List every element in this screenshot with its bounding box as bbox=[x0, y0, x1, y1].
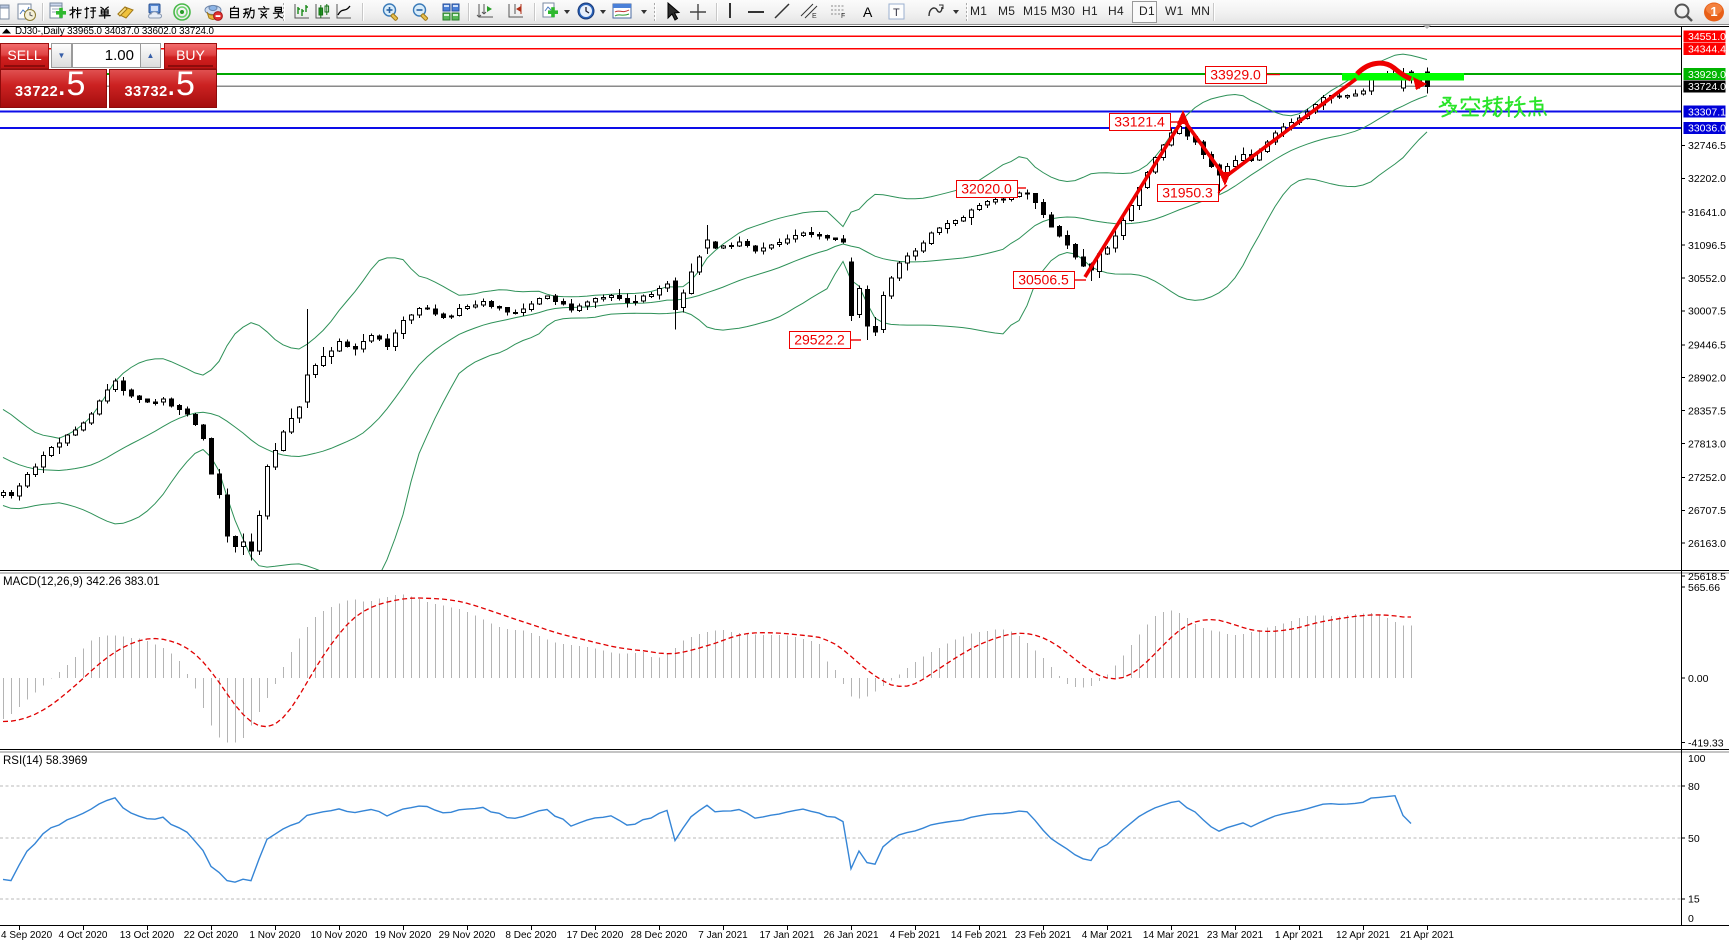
svg-text:T: T bbox=[893, 7, 900, 19]
svg-text:1: 1 bbox=[1710, 4, 1717, 19]
svg-text:31950.3: 31950.3 bbox=[1162, 185, 1213, 201]
svg-text:0.00: 0.00 bbox=[1688, 673, 1709, 685]
svg-text:34551.0: 34551.0 bbox=[1688, 31, 1726, 43]
svg-text:29 Nov 2020: 29 Nov 2020 bbox=[439, 930, 496, 941]
svg-text:565.66: 565.66 bbox=[1688, 582, 1720, 594]
svg-text:29446.5: 29446.5 bbox=[1688, 340, 1726, 352]
svg-text:4 Feb 2021: 4 Feb 2021 bbox=[890, 930, 941, 941]
svg-text:32746.5: 32746.5 bbox=[1688, 140, 1726, 152]
svg-text:1 Apr 2021: 1 Apr 2021 bbox=[1275, 930, 1324, 941]
svg-text:26707.5: 26707.5 bbox=[1688, 505, 1726, 517]
svg-text:33724.0: 33724.0 bbox=[1688, 81, 1726, 93]
svg-text:17 Jan 2021: 17 Jan 2021 bbox=[759, 930, 814, 941]
svg-text:E: E bbox=[812, 13, 817, 19]
svg-text:28 Dec 2020: 28 Dec 2020 bbox=[631, 930, 688, 941]
svg-text:32020.0: 32020.0 bbox=[961, 181, 1012, 197]
svg-text:100: 100 bbox=[1688, 753, 1706, 765]
svg-text:0: 0 bbox=[1688, 913, 1694, 925]
svg-text:10 Nov 2020: 10 Nov 2020 bbox=[311, 930, 368, 941]
svg-text:33307.1: 33307.1 bbox=[1688, 106, 1726, 118]
svg-text:27813.0: 27813.0 bbox=[1688, 438, 1726, 450]
svg-text:4 Sep 2020: 4 Sep 2020 bbox=[1, 930, 53, 941]
svg-text:50: 50 bbox=[1688, 833, 1700, 845]
svg-text:31641.0: 31641.0 bbox=[1688, 207, 1726, 219]
svg-text:26163.0: 26163.0 bbox=[1688, 538, 1726, 550]
svg-text:30552.0: 30552.0 bbox=[1688, 273, 1726, 285]
svg-text:33929.0: 33929.0 bbox=[1210, 67, 1261, 83]
svg-text:14 Mar 2021: 14 Mar 2021 bbox=[1143, 930, 1200, 941]
svg-text:MACD(12,26,9) 342.26 383.01: MACD(12,26,9) 342.26 383.01 bbox=[3, 576, 160, 588]
svg-text:13 Oct 2020: 13 Oct 2020 bbox=[120, 930, 175, 941]
svg-text:7 Jan 2021: 7 Jan 2021 bbox=[698, 930, 748, 941]
svg-text:33929.0: 33929.0 bbox=[1688, 69, 1726, 81]
svg-text:32202.0: 32202.0 bbox=[1688, 173, 1726, 185]
svg-text:23 Feb 2021: 23 Feb 2021 bbox=[1015, 930, 1072, 941]
svg-text:17 Dec 2020: 17 Dec 2020 bbox=[567, 930, 624, 941]
svg-text:27252.0: 27252.0 bbox=[1688, 472, 1726, 484]
svg-text:25618.5: 25618.5 bbox=[1688, 571, 1726, 583]
svg-text:28357.5: 28357.5 bbox=[1688, 405, 1726, 417]
svg-text:21 Apr 2021: 21 Apr 2021 bbox=[1400, 930, 1454, 941]
svg-text:19 Nov 2020: 19 Nov 2020 bbox=[375, 930, 432, 941]
svg-text:30506.5: 30506.5 bbox=[1018, 272, 1069, 288]
svg-text:15: 15 bbox=[1688, 894, 1700, 906]
svg-text:33036.0: 33036.0 bbox=[1688, 123, 1726, 135]
svg-text:DJ30-,Daily 33965.0 34037.0 3: DJ30-,Daily 33965.0 34037.0 33602.0 3372… bbox=[15, 26, 215, 37]
svg-text:12 Apr 2021: 12 Apr 2021 bbox=[1336, 930, 1390, 941]
svg-text:-419.33: -419.33 bbox=[1688, 737, 1724, 749]
svg-text:31096.5: 31096.5 bbox=[1688, 240, 1726, 252]
svg-text:8 Dec 2020: 8 Dec 2020 bbox=[505, 930, 557, 941]
svg-text:33121.4: 33121.4 bbox=[1114, 114, 1165, 130]
svg-text:34344.4: 34344.4 bbox=[1688, 44, 1726, 56]
svg-text:23 Mar 2021: 23 Mar 2021 bbox=[1207, 930, 1264, 941]
svg-text:28902.0: 28902.0 bbox=[1688, 373, 1726, 385]
svg-text:1 Nov 2020: 1 Nov 2020 bbox=[249, 930, 301, 941]
svg-text:29522.2: 29522.2 bbox=[794, 332, 845, 348]
svg-text:RSI(14) 58.3969: RSI(14) 58.3969 bbox=[3, 755, 87, 767]
svg-text:14 Feb 2021: 14 Feb 2021 bbox=[951, 930, 1008, 941]
svg-text:30007.5: 30007.5 bbox=[1688, 306, 1726, 318]
svg-text:80: 80 bbox=[1688, 781, 1700, 793]
svg-text:26 Jan 2021: 26 Jan 2021 bbox=[823, 930, 878, 941]
svg-text:22 Oct 2020: 22 Oct 2020 bbox=[184, 930, 239, 941]
svg-text:4 Oct 2020: 4 Oct 2020 bbox=[59, 930, 108, 941]
svg-text:4 Mar 2021: 4 Mar 2021 bbox=[1082, 930, 1133, 941]
svg-text:F: F bbox=[841, 13, 845, 19]
